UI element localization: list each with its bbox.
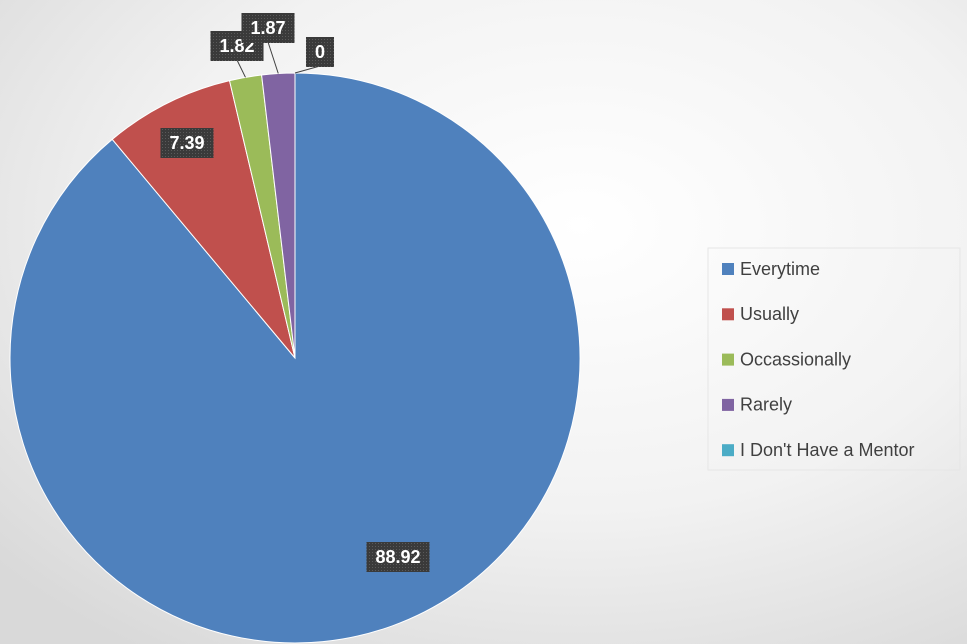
legend-label: I Don't Have a Mentor bbox=[740, 440, 915, 460]
data-labels: 88.927.391.821.870 bbox=[160, 13, 430, 572]
data-label: 88.92 bbox=[366, 542, 430, 572]
legend-label: Usually bbox=[740, 304, 799, 324]
leader-line bbox=[236, 59, 246, 78]
data-label-box bbox=[241, 13, 295, 43]
data-label: 1.87 bbox=[241, 13, 295, 43]
data-label-text: 88.92 bbox=[375, 547, 420, 567]
pie bbox=[9, 72, 581, 644]
legend-swatch bbox=[722, 353, 734, 366]
data-label-box bbox=[305, 37, 335, 67]
data-label-text: 0 bbox=[315, 42, 325, 62]
legend: Everytime Usually Occassionally Rarely I Don… bbox=[722, 259, 915, 460]
legend-label: Occassionally bbox=[740, 349, 851, 369]
data-label: 0 bbox=[305, 37, 335, 67]
data-label-box bbox=[160, 128, 214, 158]
legend-label: Rarely bbox=[740, 395, 792, 415]
data-label-text: 1.87 bbox=[250, 18, 285, 38]
legend-swatch bbox=[722, 308, 734, 321]
legend-swatch bbox=[722, 263, 734, 275]
pie-slice bbox=[111, 80, 296, 359]
leader-line bbox=[267, 41, 279, 74]
legend-swatch bbox=[722, 398, 734, 411]
leader-line bbox=[294, 65, 321, 74]
legend-box bbox=[707, 247, 961, 471]
legend-swatch bbox=[722, 444, 734, 457]
legend-label: Everytime bbox=[740, 259, 820, 279]
data-label-box bbox=[366, 542, 430, 572]
data-label-text: 7.39 bbox=[169, 133, 204, 153]
data-label: 7.39 bbox=[160, 128, 214, 158]
